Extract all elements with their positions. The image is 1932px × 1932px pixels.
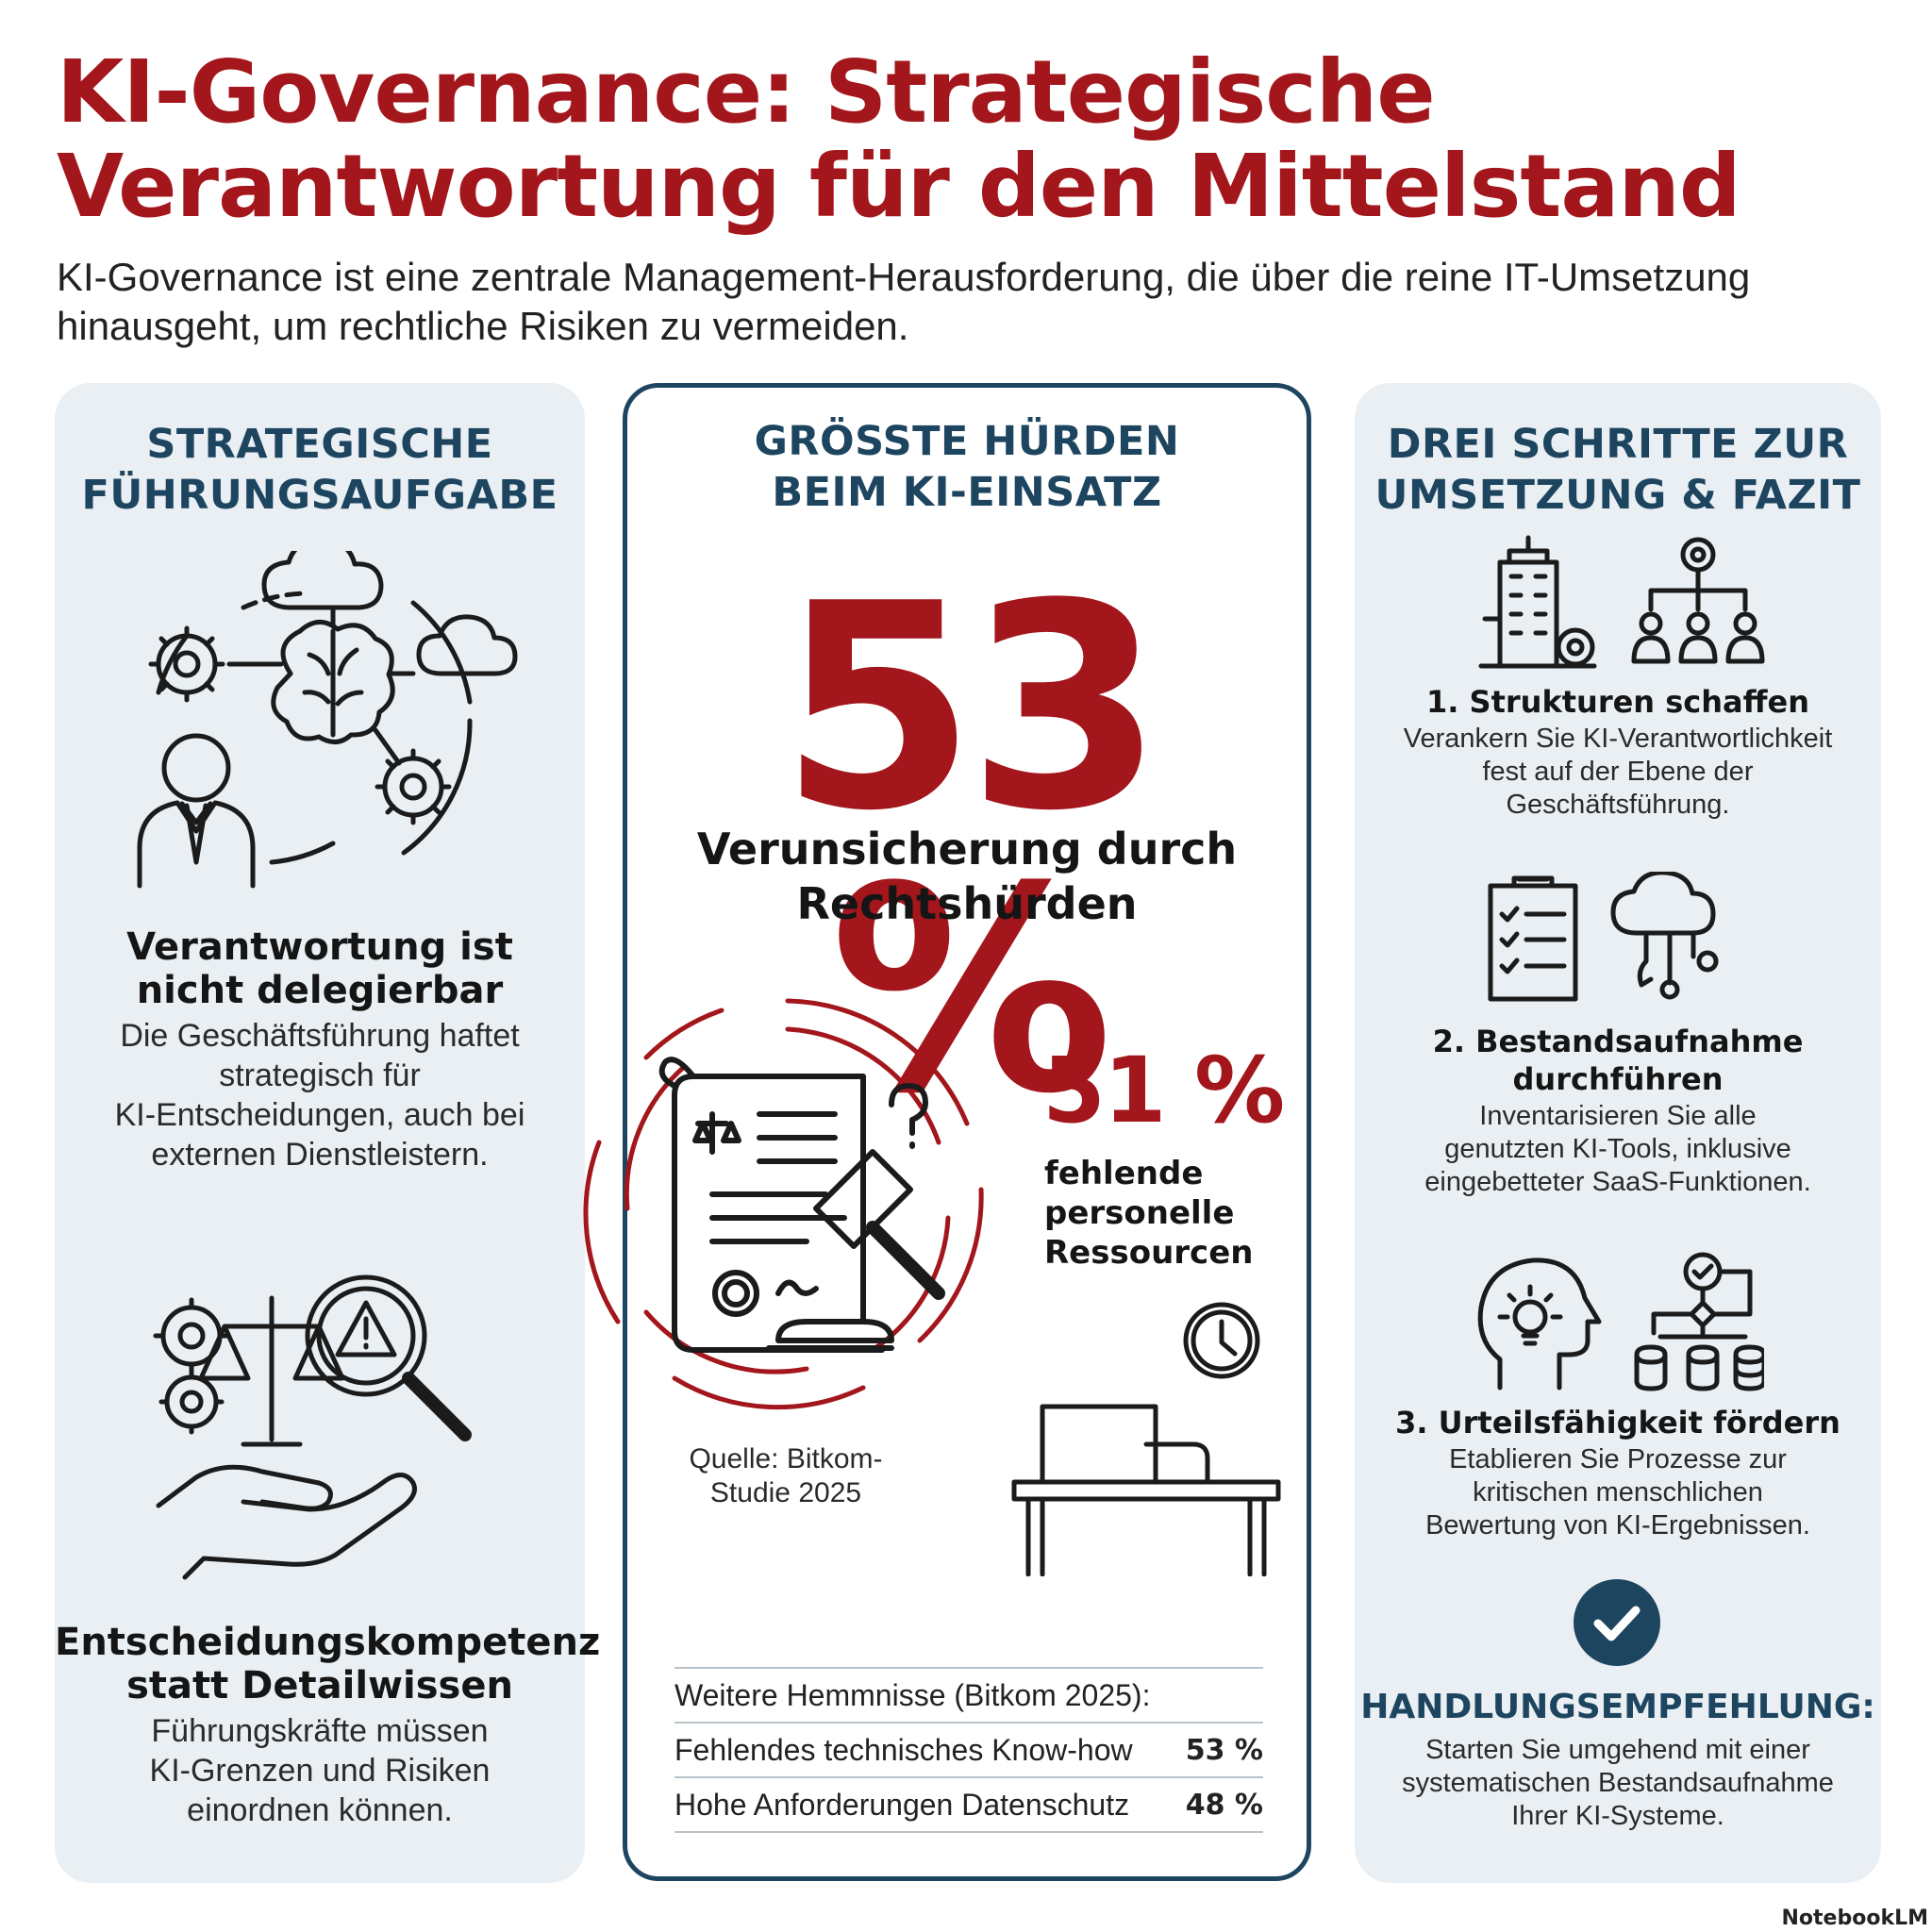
recommendation-title: HANDLUNGSEMPFEHLUNG: bbox=[1360, 1688, 1875, 1726]
panel-heading: DREI SCHRITTE ZUR UMSETZUNG & FAZIT bbox=[1374, 421, 1861, 519]
source-note: Quelle: Bitkom- Studie 2025 bbox=[689, 1443, 883, 1508]
panel-heading: GRÖSSTE HÜRDEN BEIM KI-EINSATZ bbox=[754, 418, 1180, 516]
panel-biggest-hurdles: GRÖSSTE HÜRDEN BEIM KI-EINSATZ 53 % Veru… bbox=[583, 383, 1311, 1881]
further-obstacles-table: Weitere Hemmnisse (Bitkom 2025): Fehlend… bbox=[675, 1667, 1263, 1833]
recommendation-text: Starten Sie umgehend mit einer systemati… bbox=[1402, 1735, 1834, 1831]
table-row: Hohe Anforderungen Datenschutz 48 % bbox=[675, 1776, 1263, 1833]
row-label: Fehlendes technisches Know-how bbox=[675, 1732, 1133, 1767]
row-value: 48 % bbox=[1185, 1788, 1263, 1822]
main-stat: 53 % bbox=[779, 543, 1163, 1156]
row-value: 53 % bbox=[1185, 1733, 1263, 1767]
step-title: 2. Bestandsaufnahme durchführen bbox=[1432, 1024, 1804, 1097]
step-title: 1. Strukturen schaffen bbox=[1425, 684, 1810, 720]
building-org-chart-icon bbox=[1472, 534, 1774, 675]
block-title: Verantwortung ist nicht delegierbar bbox=[126, 925, 513, 1012]
step-3: 3. Urteilsfähigkeit fördern Etablieren S… bbox=[1355, 1404, 1881, 1542]
step-text: Verankern Sie KI-Verantwortlichkeit fest… bbox=[1403, 724, 1833, 820]
table-row: Fehlendes technisches Know-how 53 % bbox=[675, 1722, 1263, 1776]
block-decision-competence: Entscheidungskompetenz statt Detailwisse… bbox=[55, 1621, 601, 1830]
page-title: KI-Governance: Strategische Verantwortun… bbox=[57, 42, 1741, 237]
legal-document-gavel-icon bbox=[561, 973, 1014, 1425]
second-stat-label: fehlende personelle Ressourcen bbox=[1044, 1155, 1254, 1272]
empty-desk-clock-icon bbox=[1005, 1293, 1288, 1576]
risk-magnifier-scale-hand-icon bbox=[140, 1270, 498, 1591]
row-label: Hohe Anforderungen Datenschutz bbox=[675, 1787, 1130, 1822]
page-subtitle: KI-Governance ist eine zentrale Manageme… bbox=[57, 255, 1751, 348]
second-stat: 51 % bbox=[1042, 1038, 1285, 1143]
idea-head-flowchart-icon bbox=[1472, 1251, 1764, 1392]
panel-strategic-leadership: STRATEGISCHE FÜHRUNGSAUFGABE bbox=[55, 383, 601, 1883]
step-2: 2. Bestandsaufnahme durchführen Inventar… bbox=[1355, 1023, 1881, 1199]
table-header-row: Weitere Hemmnisse (Bitkom 2025): bbox=[675, 1667, 1263, 1722]
step-text: Inventarisieren Sie alle genutzten KI-To… bbox=[1424, 1101, 1811, 1197]
check-circle-icon bbox=[1574, 1579, 1660, 1666]
panel-three-steps: DREI SCHRITTE ZUR UMSETZUNG & FAZIT 1. S… bbox=[1355, 383, 1881, 1883]
checklist-cloud-tools-icon bbox=[1481, 872, 1764, 1004]
table-header: Weitere Hemmnisse (Bitkom 2025): bbox=[675, 1677, 1151, 1712]
block-responsibility: Verantwortung ist nicht delegierbar Die … bbox=[55, 925, 585, 1174]
block-text: Die Geschäftsführung haftet strategisch … bbox=[114, 1018, 525, 1173]
step-1: 1. Strukturen schaffen Verankern Sie KI-… bbox=[1355, 683, 1881, 822]
brand-label: NotebookLM bbox=[1781, 1907, 1928, 1930]
block-text: Führungskräfte müssen KI-Grenzen und Ris… bbox=[149, 1713, 491, 1828]
step-text: Etablieren Sie Prozesse zur kritischen m… bbox=[1425, 1444, 1810, 1541]
block-title: Entscheidungskompetenz statt Detailwisse… bbox=[55, 1621, 601, 1707]
main-stat-label: Verunsicherung durch Rechtshürden bbox=[696, 824, 1238, 929]
leader-brain-network-icon bbox=[130, 551, 526, 891]
panel-heading: STRATEGISCHE FÜHRUNGSAUFGABE bbox=[81, 421, 558, 519]
step-title: 3. Urteilsfähigkeit fördern bbox=[1395, 1405, 1840, 1441]
